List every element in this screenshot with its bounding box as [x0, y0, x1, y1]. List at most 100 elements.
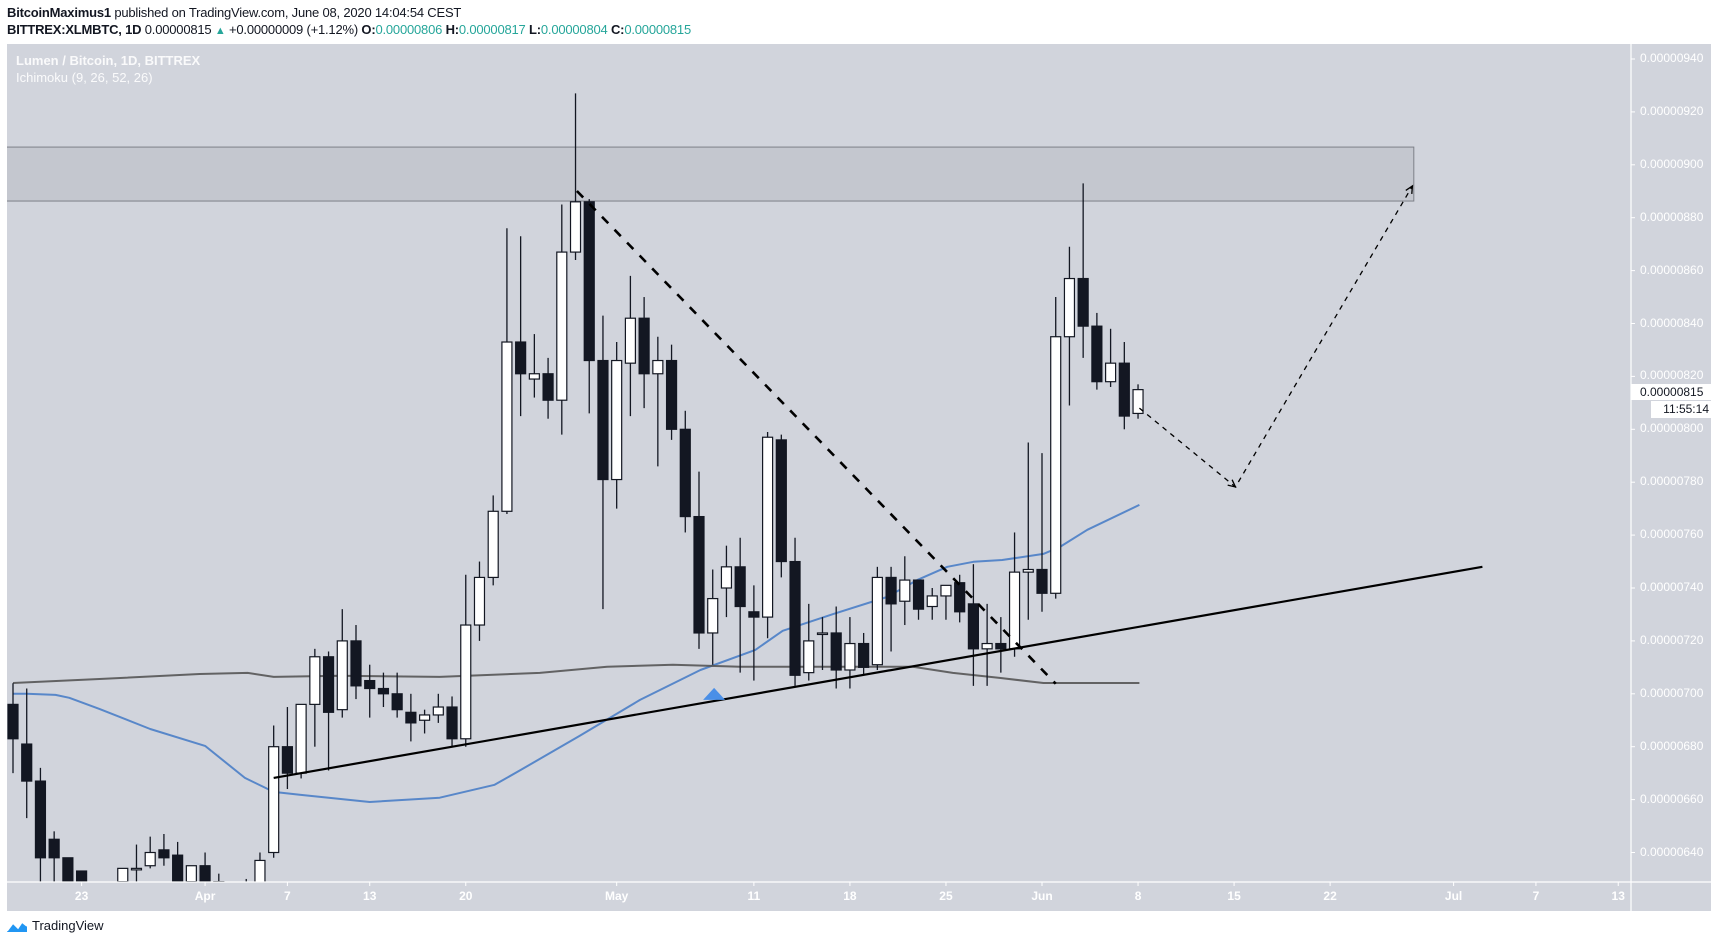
candle: [62, 857, 74, 882]
close-value: 0.00000815: [624, 22, 691, 37]
date-tick-label: Jul: [1444, 889, 1463, 903]
indicator-legend[interactable]: Ichimoku (9, 26, 52, 26): [16, 70, 153, 85]
price-tick-label: 0.00000660: [1640, 791, 1704, 806]
candle: [158, 833, 170, 866]
price-tick-label: 0.00000880: [1640, 209, 1704, 224]
price-tick-label: 0.00000860: [1640, 262, 1704, 277]
price-tick-label: 0.00000640: [1640, 844, 1704, 859]
candle: [926, 588, 938, 620]
candle: [611, 342, 623, 509]
date-tick-label: 13: [363, 889, 377, 903]
candle: [117, 867, 129, 882]
candle: [912, 579, 925, 620]
candle: [652, 336, 664, 467]
candle: [734, 537, 746, 673]
descending-trendline: [575, 190, 1057, 685]
candle: [1104, 328, 1117, 387]
candle: [789, 537, 801, 686]
price-tick-label: 0.00000780: [1640, 474, 1704, 489]
price-tick-label: 0.00000680: [1640, 738, 1704, 753]
date-tick-label: Apr: [194, 889, 216, 903]
date-tick-label: 25: [939, 889, 953, 903]
candle: [1022, 442, 1034, 620]
plot-area: [7, 93, 1483, 932]
candle: [761, 431, 774, 639]
candle: [350, 625, 362, 700]
candle: [432, 693, 444, 723]
candle: [967, 564, 980, 686]
candle: [446, 696, 458, 747]
candle: [1008, 532, 1021, 657]
price-tick-label: 0.00000720: [1640, 632, 1704, 647]
candle: [487, 495, 499, 586]
tradingview-footer[interactable]: TradingView: [6, 918, 104, 933]
candle: [624, 275, 637, 417]
candle: [460, 574, 472, 747]
candle: [515, 236, 527, 417]
candle: [405, 693, 417, 742]
candle: [569, 93, 582, 261]
price-tick-label: 0.00000840: [1640, 315, 1704, 330]
price-tick-label: 0.00000900: [1640, 156, 1704, 171]
signal-triangle-icon: [703, 687, 726, 700]
candle: [21, 688, 33, 819]
candle: [583, 199, 595, 414]
candle: [981, 603, 993, 686]
candle: [940, 584, 952, 620]
date-tick-label: May: [605, 889, 629, 903]
candle: [556, 204, 568, 435]
price-tick-label: 0.00000760: [1640, 527, 1704, 542]
up-arrow-icon: ▲: [214, 25, 226, 37]
candle: [720, 545, 733, 618]
candle: [995, 617, 1007, 673]
price-tick-label: 0.00000800: [1640, 421, 1704, 436]
candle: [1091, 312, 1103, 390]
arrow-head-icon: [1405, 184, 1414, 194]
projection-path: [1138, 185, 1414, 488]
price-tick-label: 0.00000700: [1640, 685, 1704, 700]
ascending-trendline: [273, 565, 1483, 779]
candle: [1050, 297, 1062, 599]
candle: [228, 890, 238, 932]
date-tick-label: 23: [74, 889, 89, 903]
candle: [707, 569, 719, 665]
candle: [391, 672, 403, 718]
candle: [130, 844, 143, 882]
author-name[interactable]: BitcoinMaximus1: [7, 5, 111, 20]
candle: [48, 831, 60, 882]
candle: [364, 664, 376, 718]
candle: [542, 357, 554, 419]
publish-text: published on TradingView.com, June 08, 2…: [114, 5, 462, 20]
low-label: L:: [529, 22, 541, 37]
last-price-label: 0.00000815: [1631, 384, 1711, 400]
candle: [245, 878, 247, 882]
candle: [679, 410, 691, 533]
chart-legend-title: Lumen / Bitcoin, 1D, BITTREX: [16, 53, 201, 68]
candle: [309, 648, 321, 747]
candle: [954, 574, 966, 623]
candle: [803, 603, 815, 681]
candle: [268, 725, 280, 858]
symbol-ohlc-bar: BITTREX:XLMBTC, 1D 0.00000815 ▲ +0.00000…: [7, 22, 691, 37]
candle: [501, 228, 513, 514]
high-label: H:: [445, 22, 460, 37]
symbol-label: BITTREX:XLMBTC, 1D: [7, 22, 142, 37]
date-tick-label: 22: [1323, 889, 1337, 903]
last-price-value: 0.00000815: [1640, 385, 1704, 399]
arrow-head-icon: [1227, 479, 1237, 488]
candle: [144, 836, 156, 869]
candle: [322, 651, 335, 771]
candle: [1063, 246, 1076, 406]
candle: [104, 884, 114, 918]
candle: [254, 852, 266, 882]
publish-info: BitcoinMaximus1 published on TradingView…: [7, 5, 461, 20]
date-tick-label: 11: [747, 889, 761, 903]
candle: [419, 709, 431, 734]
price-change: +0.00000009 (+1.12%): [228, 22, 358, 37]
candle: [748, 585, 760, 681]
candle: [830, 606, 842, 689]
candle: [1036, 453, 1048, 612]
candle: [473, 561, 486, 641]
candle: [1077, 183, 1089, 358]
